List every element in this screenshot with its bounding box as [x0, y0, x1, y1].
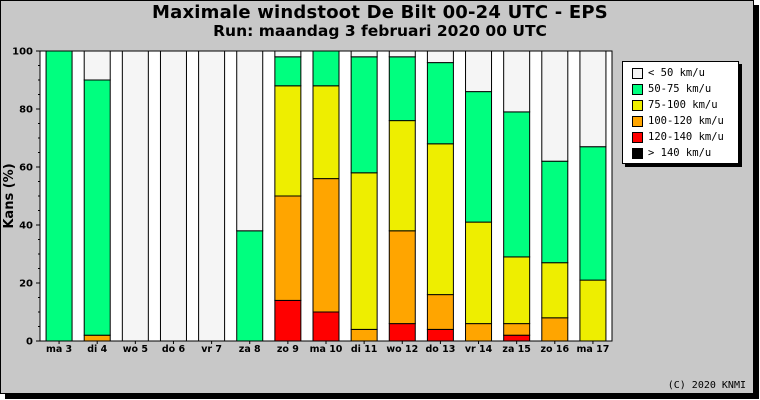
legend-swatch [632, 132, 643, 143]
bar-segment [503, 334, 531, 342]
bar-segment [465, 221, 493, 325]
bar-segment [388, 230, 416, 325]
bar-segment [350, 50, 378, 58]
bar-segment [312, 178, 340, 313]
bar-segment [236, 230, 264, 342]
bar-segment [465, 323, 493, 342]
bar-segment [426, 50, 454, 64]
y-tick-label: 40 [19, 221, 33, 232]
bar-segment [388, 50, 416, 58]
bar-segment [274, 85, 302, 197]
x-tick-label: di 11 [351, 344, 378, 355]
x-tick-label: za 8 [239, 344, 261, 355]
plot-border [39, 50, 613, 342]
legend-swatch [632, 148, 643, 159]
y-tick-label: 80 [19, 105, 33, 116]
bar-segment [541, 262, 569, 319]
bar-segment [503, 50, 531, 113]
bar-segment [579, 50, 607, 148]
bar-segment [83, 79, 111, 336]
x-tick-label: ma 3 [46, 344, 72, 355]
bar-segment [312, 311, 340, 342]
bar-segment [350, 328, 378, 342]
bar-segment [312, 50, 340, 87]
x-tick-label: ma 10 [310, 344, 343, 355]
bar-segment [388, 323, 416, 342]
bar-segment [503, 323, 531, 336]
y-axis-label: Kans (%) [2, 163, 17, 228]
bar-segment [350, 172, 378, 330]
bar-segment [274, 56, 302, 87]
bar-segment [121, 50, 149, 342]
bar-segment [541, 50, 569, 162]
y-tick-label: 60 [19, 163, 33, 174]
bar-segment [426, 328, 454, 342]
x-tick-label: zo 16 [541, 344, 570, 355]
bar-segment [541, 317, 569, 342]
x-tick-label: za 15 [502, 344, 530, 355]
x-tick-label: ma 17 [577, 344, 610, 355]
bar-segment [541, 160, 569, 264]
bar-segment [465, 91, 493, 223]
bar-segment [579, 279, 607, 342]
x-tick-label: wo 5 [123, 344, 148, 355]
legend-swatch [632, 100, 643, 111]
bar-segment [83, 50, 111, 81]
x-tick-label: vr 7 [201, 344, 222, 355]
legend-swatch [632, 84, 643, 95]
bar-segment [503, 256, 531, 325]
bar-segment [236, 50, 264, 232]
bar-segment [465, 50, 493, 93]
chart-subtitle: Run: maandag 3 februari 2020 00 UTC [213, 22, 547, 40]
bar-segment [274, 195, 302, 301]
bar-segment [159, 50, 187, 342]
chart-title: Maximale windstoot De Bilt 00-24 UTC - E… [152, 2, 608, 23]
y-tick-label: 20 [19, 279, 33, 290]
legend-label: 75-100 km/u [648, 99, 718, 111]
bar-segment [312, 85, 340, 180]
bar-segment [274, 299, 302, 342]
legend-swatch [632, 68, 643, 79]
x-tick-label: di 4 [87, 344, 107, 355]
bar-segment [503, 111, 531, 258]
y-tick-label: 0 [26, 337, 33, 348]
bar-segment [388, 120, 416, 232]
chart-legend: < 50 km/u 50-75 km/u 75-100 km/u 100-120 km… [622, 61, 739, 164]
bar-segment [83, 334, 111, 342]
legend-label: 120-140 km/u [648, 131, 724, 143]
bar-segment [350, 56, 378, 174]
legend-label: 50-75 km/u [648, 83, 712, 95]
x-tick-label: do 13 [425, 344, 455, 355]
x-tick-label: wo 12 [386, 344, 418, 355]
copyright-note: (C) 2020 KNMI [667, 380, 746, 391]
legend-label: < 50 km/u [648, 67, 705, 79]
bar-segment [45, 50, 73, 342]
bar-segment [274, 50, 302, 58]
x-tick-label: zo 9 [277, 344, 299, 355]
y-tick-label: 100 [12, 47, 33, 58]
legend-label: 100-120 km/u [648, 115, 724, 127]
bar-segment [388, 56, 416, 122]
legend-label: > 140 km/u [648, 147, 712, 159]
x-tick-label: do 6 [162, 344, 186, 355]
bar-segment [426, 62, 454, 145]
x-tick-label: vr 14 [465, 344, 493, 355]
bar-segment [198, 50, 226, 342]
bar-segment [579, 146, 607, 281]
legend-swatch [632, 116, 643, 127]
bar-segment [426, 294, 454, 330]
bar-segment [426, 143, 454, 296]
